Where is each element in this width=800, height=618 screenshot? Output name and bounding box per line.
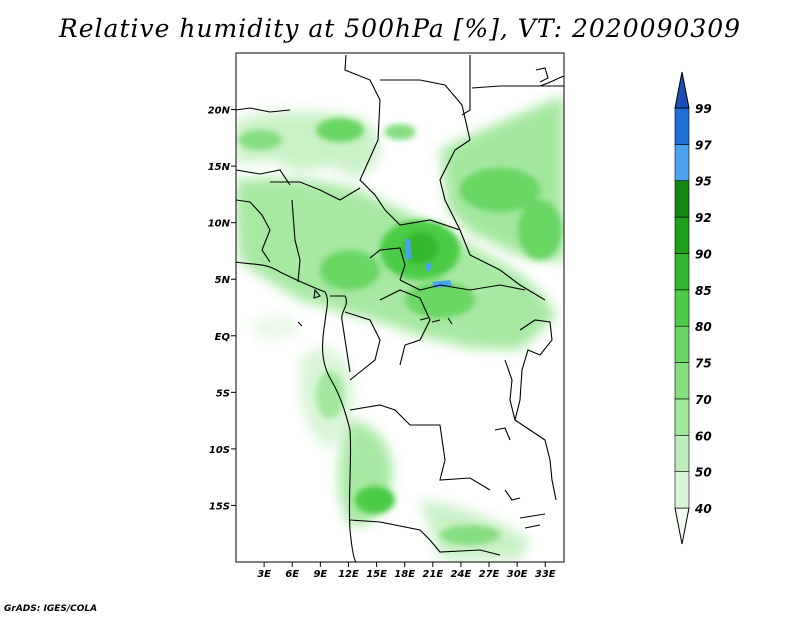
colorbar-label: 99 <box>695 102 712 116</box>
humidity-field <box>236 95 564 560</box>
lon-axis-labels: 3E 6E 9E 12E 15E 18E 21E 24E 27E 30E 33E <box>257 569 556 580</box>
colorbar-lower-triangle <box>674 507 690 545</box>
lon-label: 9E <box>313 569 327 580</box>
lat-label: 10N <box>208 219 231 230</box>
lon-label: 15E <box>366 569 387 580</box>
lon-label: 6E <box>285 569 299 580</box>
colorbar-segment <box>674 144 690 182</box>
colorbar-segment <box>674 471 690 509</box>
colorbar <box>674 71 690 545</box>
grads-credit: GrADS: IGES/COLA <box>4 604 98 614</box>
colorbar-segment <box>674 434 690 472</box>
colorbar-upper-triangle <box>674 71 690 109</box>
lat-label: 5S <box>216 388 230 399</box>
colorbar-labels: 40 50 60 70 75 80 85 90 92 95 97 99 <box>694 102 712 516</box>
axis-ticks <box>231 109 546 567</box>
colorbar-label: 80 <box>695 320 712 334</box>
lon-label: 30E <box>507 569 528 580</box>
lat-label: 10S <box>209 445 230 456</box>
colorbar-segment <box>674 216 690 254</box>
colorbar-label: 40 <box>694 502 712 516</box>
colorbar-segment <box>674 107 690 145</box>
colorbar-label: 85 <box>695 284 712 298</box>
colorbar-label: 95 <box>695 175 712 189</box>
lon-label: 3E <box>257 569 271 580</box>
colorbar-segment <box>674 289 690 327</box>
lat-axis-labels: 20N 15N 10N 5N EQ 5S 10S 15S <box>208 106 231 513</box>
colorbar-label: 50 <box>695 466 712 480</box>
map-frame <box>235 52 565 563</box>
colorbar-label: 97 <box>695 138 712 152</box>
lat-label: 15N <box>208 162 231 173</box>
map-title: Relative humidity at 500hPa [%], VT: 202… <box>58 14 742 43</box>
colorbar-segment <box>674 180 690 218</box>
colorbar-label: 60 <box>695 429 712 443</box>
lon-label: 12E <box>338 569 359 580</box>
coastlines-borders <box>236 54 564 562</box>
colorbar-label: 70 <box>695 393 712 407</box>
lon-label: 21E <box>422 569 443 580</box>
colorbar-segment <box>674 253 690 291</box>
colorbar-label: 75 <box>695 357 712 371</box>
colorbar-segment <box>674 398 690 436</box>
lon-label: 24E <box>451 569 472 580</box>
lon-label: 27E <box>479 569 500 580</box>
colorbar-segment <box>674 325 690 363</box>
colorbar-label: 92 <box>695 211 712 225</box>
colorbar-segment <box>674 362 690 400</box>
lat-label: 5N <box>215 275 231 286</box>
lon-label: 18E <box>394 569 415 580</box>
lon-label: 33E <box>535 569 556 580</box>
colorbar-label: 90 <box>695 247 712 261</box>
lat-label: 20N <box>208 106 231 117</box>
lat-label: 15S <box>209 501 230 512</box>
lat-label: EQ <box>215 332 231 343</box>
